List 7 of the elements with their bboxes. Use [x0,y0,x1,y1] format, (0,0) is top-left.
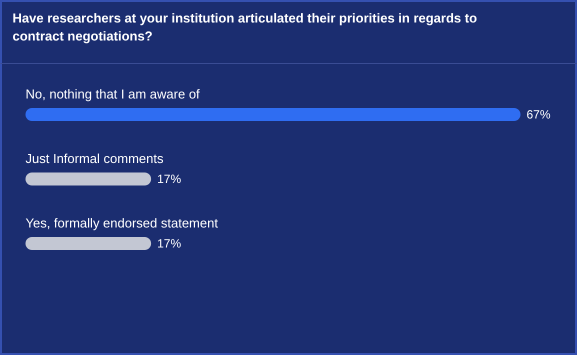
y-tick-label: No, nothing that I am aware of [26,86,200,102]
data-label: 17% [157,172,182,186]
chart-title: Have researchers at your institution articulated their priorities in regards to contract negotiations? [12,10,478,44]
y-tick-label: Just Informal comments [26,151,164,166]
data-label: 17% [157,236,182,250]
data-label: 67% [526,108,551,122]
y-tick-label: Yes, formally endorsed statement [26,216,218,230]
